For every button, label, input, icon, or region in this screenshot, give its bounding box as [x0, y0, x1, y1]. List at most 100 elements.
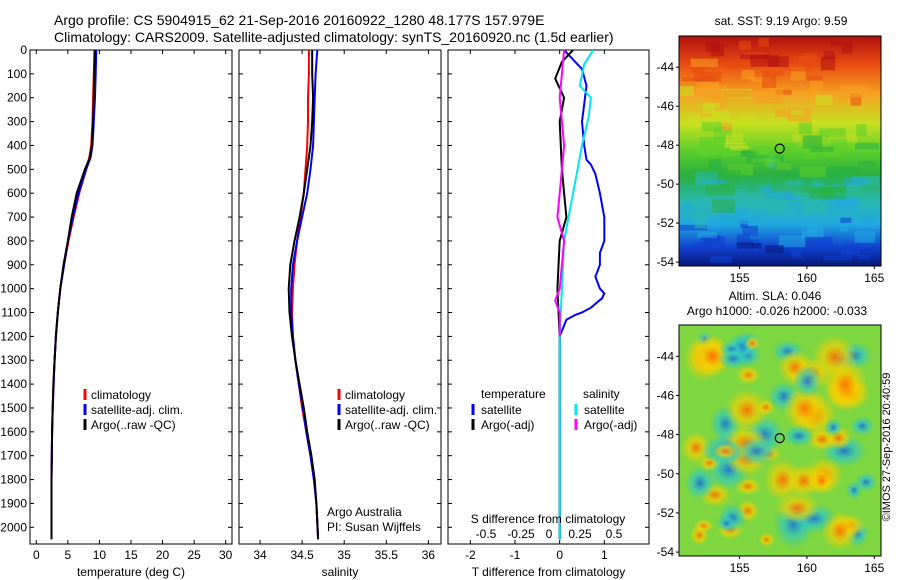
map-frame: [678, 324, 882, 557]
sst-cell: [846, 244, 860, 255]
sst-cell: [778, 235, 806, 248]
map-y-tick-label: -48: [657, 138, 675, 152]
sst-cell: [839, 222, 849, 232]
sst-cell: [742, 225, 758, 236]
sst-cell: [831, 184, 861, 192]
sst-cell: [721, 122, 733, 131]
sla-eddy: [821, 511, 859, 551]
y-tick-label: 1700: [0, 449, 27, 463]
sst-cell: [799, 166, 826, 178]
sst-cell: [705, 235, 725, 247]
sst-cell: [721, 90, 744, 100]
sst-cell: [726, 133, 744, 145]
map-y-tick-label: -44: [657, 60, 675, 74]
y-tick-label: 100: [7, 67, 27, 81]
sst-cell: [763, 71, 784, 76]
sla-eddy: [689, 525, 710, 546]
secondary-tick-label: 0: [546, 527, 553, 541]
sst-cell: [855, 142, 879, 150]
sst-cell: [756, 94, 783, 103]
sst-cell: [740, 220, 749, 228]
sst-cell: [802, 187, 831, 193]
sst-cell: [681, 203, 692, 210]
sst-cell: [697, 231, 717, 238]
map-y-tick-label: -52: [657, 506, 675, 520]
sst-cell: [801, 229, 818, 239]
y-tick-label: 0: [20, 43, 27, 57]
sst-cell: [830, 41, 842, 46]
plot-title-line2: Climatology: CARS2009. Satellite-adjuste…: [54, 29, 614, 45]
x-tick-label: 20: [156, 548, 170, 562]
x-tick-label: 36: [422, 548, 436, 562]
sst-cell: [763, 199, 778, 204]
sst-cell: [679, 173, 699, 182]
map-x-tick-label: 165: [864, 561, 884, 575]
sst-cell: [691, 63, 705, 73]
sla-eddy: [717, 348, 750, 370]
y-tick-label: 200: [7, 91, 27, 105]
sla-eddy: [812, 334, 858, 380]
x-tick-label: 1: [601, 548, 608, 562]
y-tick-label: 1300: [0, 353, 27, 367]
sst-cell: [805, 236, 833, 248]
sst-cell: [834, 197, 859, 206]
sst-cell: [781, 143, 796, 154]
sst-cell: [736, 234, 750, 246]
sla-eddy: [712, 443, 739, 460]
sst-cell: [701, 121, 722, 132]
sst-cell: [803, 135, 823, 149]
plot-title-line1: Argo profile: CS 5904915_62 21-Sep-2016 …: [54, 12, 545, 28]
x-tick-label: 15: [124, 548, 138, 562]
map-y-tick-label: -54: [657, 545, 675, 559]
sst-cell: [712, 199, 735, 213]
sla-eddy: [824, 417, 843, 437]
legend-label: satellite-adj. clim.: [345, 403, 437, 417]
sst-cell: [803, 57, 822, 67]
sst-cell: [824, 50, 835, 60]
axes-frame-3: [447, 49, 650, 545]
map-y-tick-label: -46: [657, 388, 675, 402]
x-tick-label: -2: [465, 548, 476, 562]
sst-cell: [798, 122, 812, 134]
argo-location-marker: [774, 432, 785, 444]
y-tick-label: 400: [7, 138, 27, 152]
sst-cell: [682, 77, 705, 82]
sst-cell: [727, 164, 754, 176]
sst-cell: [708, 158, 723, 170]
sst-cell: [804, 150, 816, 160]
sst-cell: [823, 255, 853, 261]
sst-cell: [810, 79, 823, 92]
sst-cell: [693, 242, 710, 250]
sst-cell: [850, 93, 862, 106]
sst-cell: [705, 102, 720, 109]
sst-cell: [751, 243, 762, 249]
y-tick-label: 1000: [0, 282, 27, 296]
map-x-tick-label: 160: [797, 561, 817, 575]
sst-cell: [792, 134, 801, 142]
y-tick-label: 1900: [0, 496, 27, 510]
sst-cell: [701, 104, 715, 115]
sst-cell: [857, 254, 870, 260]
x-tick-label: 5: [65, 548, 72, 562]
series-line-0: [558, 49, 606, 540]
sst-cell: [709, 255, 733, 263]
sla-eddy: [774, 492, 820, 524]
sst-cell: [738, 40, 752, 51]
sst-cell: [856, 124, 867, 136]
sla-map-subtitle: Argo h1000: -0.026 h2000: -0.033: [687, 304, 867, 318]
x-tick-label: 0: [33, 548, 40, 562]
y-tick-label: 700: [7, 210, 27, 224]
sst-cell: [737, 116, 759, 121]
sst-cell: [829, 133, 858, 143]
legend-label: Argo(-adj): [584, 418, 637, 432]
legend-label: Argo(..raw -QC): [91, 418, 176, 432]
sla-eddy: [735, 365, 761, 385]
sst-cell: [724, 142, 747, 148]
sla-eddy: [756, 399, 776, 416]
legend-label: Argo(..raw -QC): [345, 418, 430, 432]
secondary-axis-label: S difference from climatology: [471, 512, 626, 526]
y-tick-label: 600: [7, 186, 27, 200]
map-frame: [678, 35, 882, 267]
y-tick-label: 800: [7, 234, 27, 248]
sst-cell: [710, 209, 727, 222]
